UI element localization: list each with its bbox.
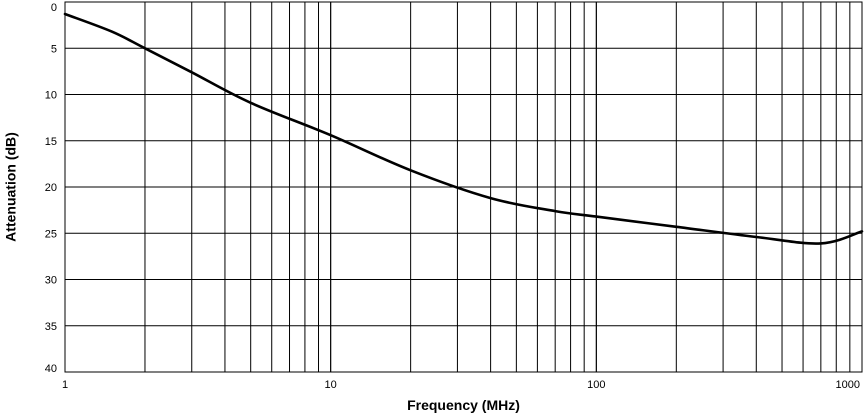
- x-tick-label: 1: [62, 379, 68, 391]
- y-axis-label: Attenuation (dB): [3, 132, 19, 242]
- x-axis-label: Frequency (MHz): [407, 397, 520, 413]
- y-tick-label: 30: [45, 275, 57, 287]
- plot-frame: [64, 1, 863, 373]
- y-tick-label: 15: [45, 136, 57, 148]
- y-tick-label: 0: [51, 2, 57, 14]
- series-line: [63, 12, 864, 245]
- x-tick-label: 10: [325, 379, 337, 391]
- x-tick-label: 1000: [836, 379, 860, 391]
- y-tick-label: 10: [45, 90, 57, 102]
- y-tick-label: 20: [45, 182, 57, 194]
- x-tick-label: 100: [587, 379, 605, 391]
- grid: [64, 1, 863, 373]
- y-tick-label: 40: [45, 363, 57, 375]
- y-tick-labels: 0 5 10 15 20 25 30 35 40: [45, 2, 57, 375]
- x-tick-labels: 1 10 100 1000: [62, 379, 860, 391]
- y-tick-label: 5: [51, 43, 57, 55]
- y-tick-label: 35: [45, 321, 57, 333]
- y-tick-label: 25: [45, 228, 57, 240]
